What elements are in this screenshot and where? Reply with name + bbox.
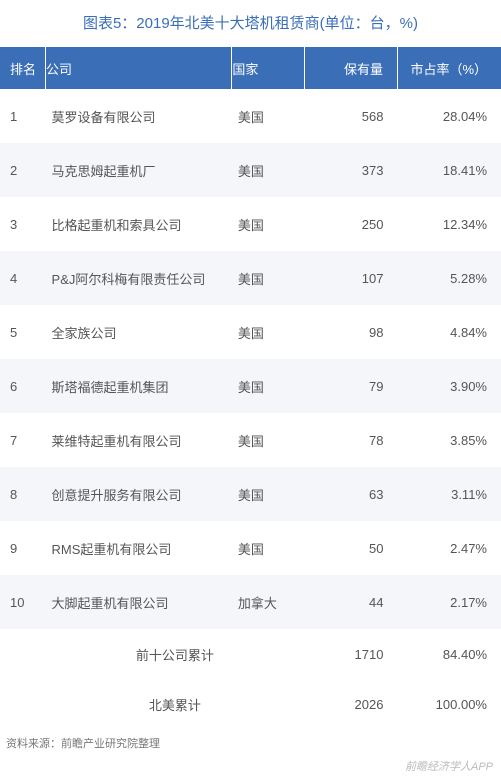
table-row: 5全家族公司美国984.84% (0, 305, 501, 359)
cell-rank: 1 (0, 89, 46, 143)
cell-quantity: 79 (304, 359, 397, 413)
cell-rank: 10 (0, 575, 46, 629)
summary-share: 100.00% (397, 679, 501, 729)
cell-quantity: 107 (304, 251, 397, 305)
cell-quantity: 50 (304, 521, 397, 575)
table-row: 8创意提升服务有限公司美国633.11% (0, 467, 501, 521)
table-row: 3比格起重机和索具公司美国25012.34% (0, 197, 501, 251)
cell-rank: 3 (0, 197, 46, 251)
cell-quantity: 44 (304, 575, 397, 629)
cell-share: 2.17% (397, 575, 501, 629)
col-header-rank: 排名 (0, 47, 46, 89)
table-row: 9RMS起重机有限公司美国502.47% (0, 521, 501, 575)
cell-country: 美国 (232, 251, 304, 305)
cell-share: 3.90% (397, 359, 501, 413)
cell-rank: 5 (0, 305, 46, 359)
cell-company: 比格起重机和索具公司 (46, 197, 232, 251)
cell-country: 美国 (232, 305, 304, 359)
summary-quantity: 1710 (304, 629, 397, 679)
cell-country: 美国 (232, 467, 304, 521)
cell-company: 斯塔福德起重机集团 (46, 359, 232, 413)
cell-company: 大脚起重机有限公司 (46, 575, 232, 629)
cell-quantity: 250 (304, 197, 397, 251)
header-row: 排名 公司 国家 保有量 市占率（%） (0, 47, 501, 89)
cell-company: P&J阿尔科梅有限责任公司 (46, 251, 232, 305)
col-header-quantity: 保有量 (304, 47, 397, 89)
summary-share: 84.40% (397, 629, 501, 679)
summary-label: 北美累计 (46, 679, 305, 729)
table-row: 2马克思姆起重机厂美国37318.41% (0, 143, 501, 197)
cell-rank: 7 (0, 413, 46, 467)
cell-company: 全家族公司 (46, 305, 232, 359)
cell-country: 美国 (232, 143, 304, 197)
cell-country: 美国 (232, 521, 304, 575)
crane-rental-table: 排名 公司 国家 保有量 市占率（%） 1莫罗设备有限公司美国56828.04%… (0, 47, 501, 729)
cell-quantity: 568 (304, 89, 397, 143)
table-row: 4P&J阿尔科梅有限责任公司美国1075.28% (0, 251, 501, 305)
cell-empty (0, 629, 46, 679)
cell-share: 5.28% (397, 251, 501, 305)
cell-company: RMS起重机有限公司 (46, 521, 232, 575)
cell-share: 2.47% (397, 521, 501, 575)
cell-quantity: 63 (304, 467, 397, 521)
table-row: 10大脚起重机有限公司加拿大442.17% (0, 575, 501, 629)
cell-rank: 6 (0, 359, 46, 413)
cell-rank: 8 (0, 467, 46, 521)
cell-share: 18.41% (397, 143, 501, 197)
cell-company: 莫罗设备有限公司 (46, 89, 232, 143)
summary-label: 前十公司累计 (46, 629, 305, 679)
cell-company: 创意提升服务有限公司 (46, 467, 232, 521)
table-row: 1莫罗设备有限公司美国56828.04% (0, 89, 501, 143)
cell-share: 4.84% (397, 305, 501, 359)
cell-rank: 4 (0, 251, 46, 305)
cell-empty (0, 679, 46, 729)
cell-country: 加拿大 (232, 575, 304, 629)
summary-quantity: 2026 (304, 679, 397, 729)
table-row: 7莱维特起重机有限公司美国783.85% (0, 413, 501, 467)
cell-share: 12.34% (397, 197, 501, 251)
cell-country: 美国 (232, 359, 304, 413)
cell-company: 马克思姆起重机厂 (46, 143, 232, 197)
col-header-country: 国家 (232, 47, 304, 89)
cell-share: 3.11% (397, 467, 501, 521)
source-note: 资料来源：前瞻产业研究院整理 (0, 729, 501, 751)
cell-quantity: 78 (304, 413, 397, 467)
table-row: 6斯塔福德起重机集团美国793.90% (0, 359, 501, 413)
cell-rank: 9 (0, 521, 46, 575)
col-header-company: 公司 (46, 47, 232, 89)
table-title: 图表5：2019年北美十大塔机租赁商(单位：台，%) (0, 0, 501, 47)
cell-rank: 2 (0, 143, 46, 197)
watermark-text: 前瞻经济学人APP (405, 758, 493, 774)
summary-row: 前十公司累计171084.40% (0, 629, 501, 679)
cell-country: 美国 (232, 197, 304, 251)
cell-share: 28.04% (397, 89, 501, 143)
cell-quantity: 98 (304, 305, 397, 359)
col-header-share: 市占率（%） (397, 47, 501, 89)
cell-quantity: 373 (304, 143, 397, 197)
cell-country: 美国 (232, 413, 304, 467)
cell-share: 3.85% (397, 413, 501, 467)
summary-row: 北美累计2026100.00% (0, 679, 501, 729)
cell-country: 美国 (232, 89, 304, 143)
cell-company: 莱维特起重机有限公司 (46, 413, 232, 467)
